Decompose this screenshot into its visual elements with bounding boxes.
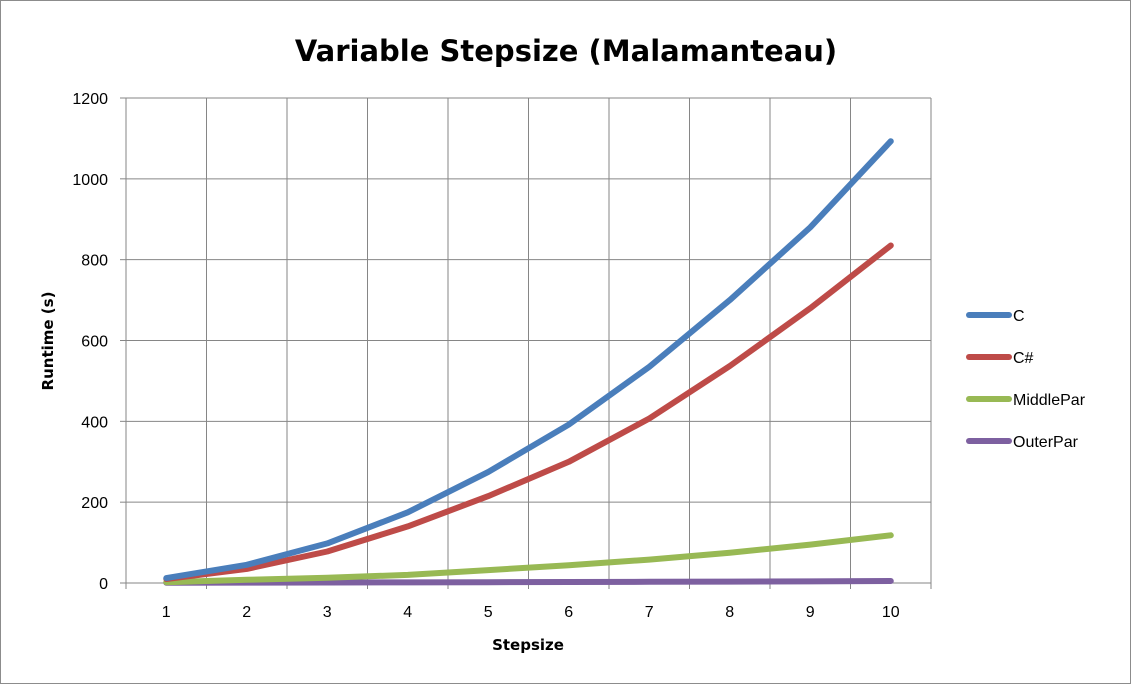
series-line-c	[163, 138, 894, 582]
legend: C C# MiddlePar OuterPar	[966, 308, 1086, 451]
legend-label: C	[1013, 308, 1025, 325]
y-tick-label: 400	[81, 414, 108, 431]
y-tick-label: 200	[81, 495, 108, 512]
y-tick-label: 0	[99, 576, 108, 593]
x-tick-label: 5	[484, 604, 493, 621]
y-tick-label: 1200	[72, 91, 108, 108]
x-tick-label: 10	[882, 604, 900, 621]
tick-labels: 0 200 400 600 800 1000 1200 1 2 3 4 5 6 7 8 9 10	[72, 91, 899, 621]
x-tick-label: 7	[645, 604, 654, 621]
chart-title: Variable Stepsize (Malamanteau)	[295, 34, 837, 68]
legend-label: OuterPar	[1013, 434, 1079, 451]
x-tick-label: 6	[564, 604, 573, 621]
series-line-middlepar	[163, 532, 894, 586]
series-layer	[163, 138, 894, 586]
legend-label: C#	[1013, 350, 1034, 367]
legend-label: MiddlePar	[1013, 392, 1086, 409]
x-tick-label: 1	[162, 604, 171, 621]
y-tick-label: 800	[81, 253, 108, 270]
series-line-outerpar	[163, 578, 894, 586]
x-tick-label: 8	[725, 604, 734, 621]
y-tick-label: 1000	[72, 172, 108, 189]
x-tick-label: 4	[403, 604, 412, 621]
x-tick-label: 9	[806, 604, 815, 621]
series-line-c-	[163, 242, 894, 582]
x-tick-label: 2	[242, 604, 251, 621]
axes	[120, 97, 932, 589]
y-axis-label: Runtime (s)	[39, 292, 57, 391]
x-axis-label: Stepsize	[492, 636, 564, 654]
y-tick-label: 600	[81, 334, 108, 351]
grid	[126, 97, 932, 583]
x-tick-label: 3	[323, 604, 332, 621]
